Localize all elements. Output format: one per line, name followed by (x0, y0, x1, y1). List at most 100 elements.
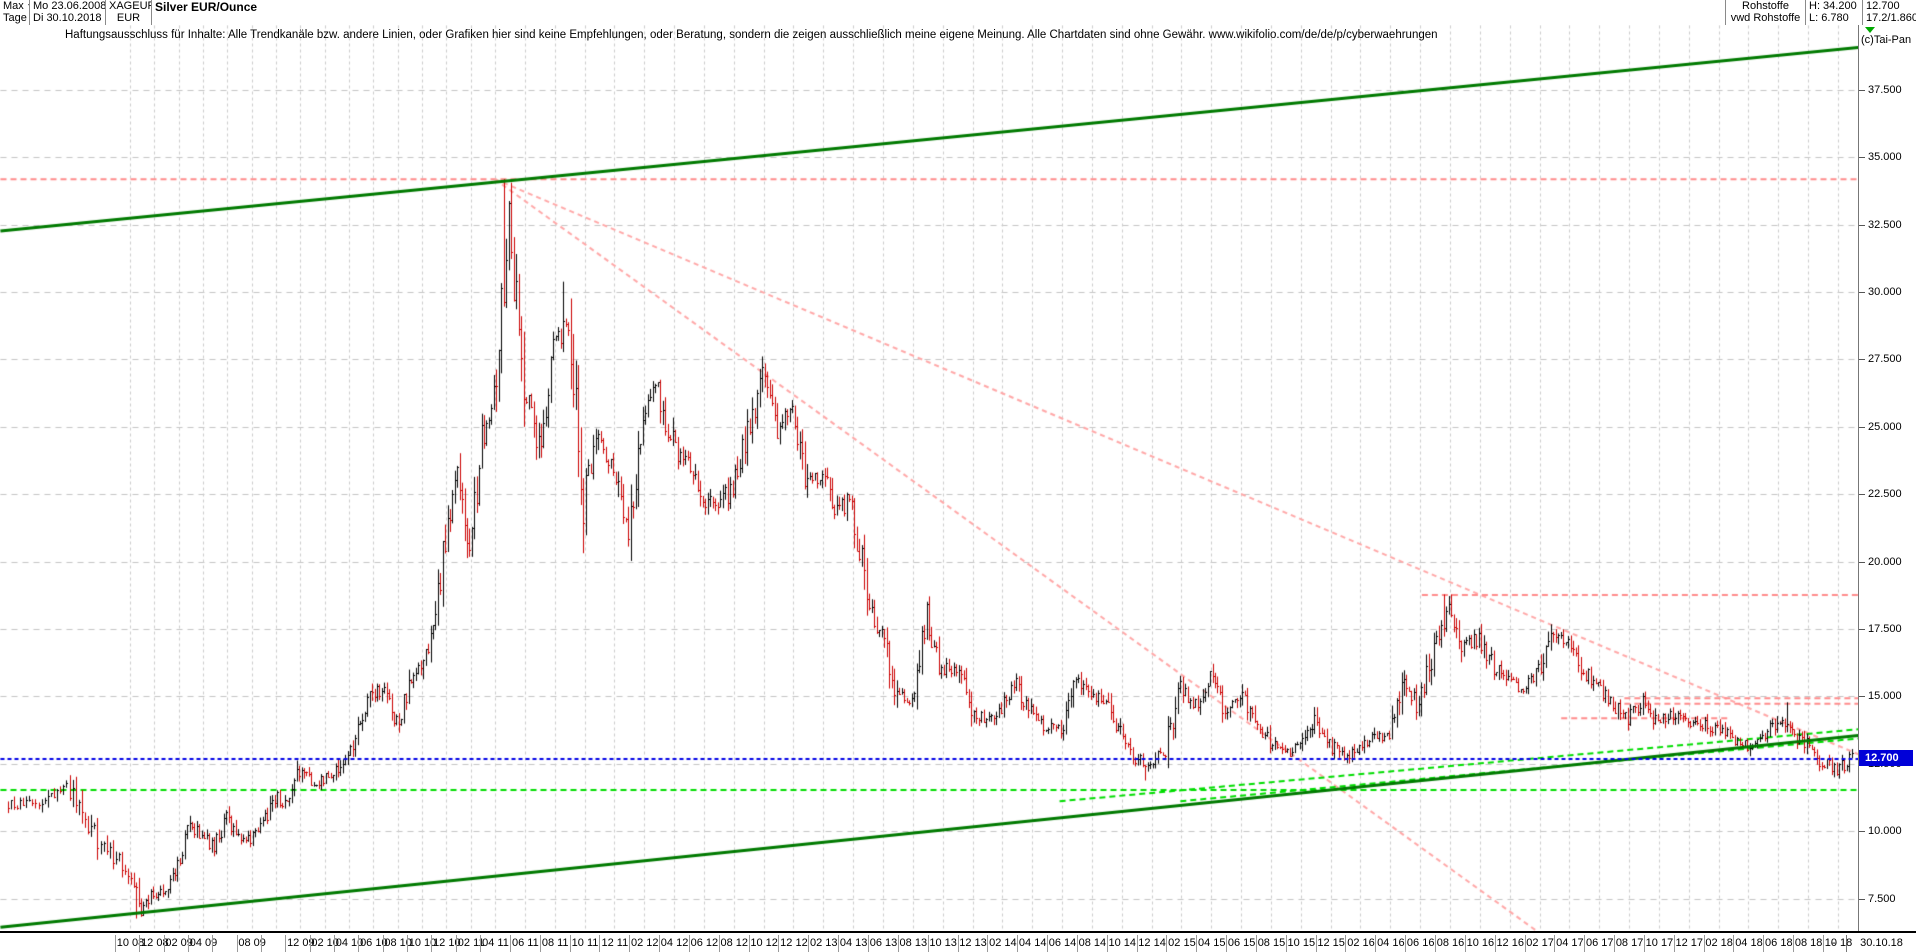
date-axis-label: 08 13 (897, 935, 928, 952)
price-axis-tick (1859, 90, 1865, 91)
date-axis-label: 08 17 (1614, 935, 1644, 952)
price-axis-tick (1859, 157, 1865, 158)
date-axis-label: 12 12 (778, 935, 808, 952)
date-axis: - 30.10.18 10 08 12 08 02 09 04 09 08 09 12 0… (0, 931, 1916, 952)
axis-end-dash: - (1832, 937, 1836, 949)
date-axis-label: 12 13 (957, 935, 988, 952)
price-chart-canvas[interactable] (0, 25, 1858, 931)
price-axis-label: 27.500 (1868, 353, 1902, 366)
price-axis-tick (1859, 899, 1865, 900)
date-axis-label: 06 14 (1047, 935, 1077, 952)
date-axis-label: 06 16 (1405, 935, 1435, 952)
price-axis-label: 37.500 (1868, 83, 1902, 96)
price-axis-tick (1859, 696, 1865, 697)
date-axis-label: 10 16 (1464, 935, 1495, 952)
price-axis-tick (1859, 427, 1865, 428)
date-axis-label (261, 935, 291, 952)
change-value: 17.2/1.860 (1863, 12, 1916, 25)
date-axis-label: 04 16 (1375, 935, 1405, 952)
date-axis-label: 10 13 (927, 935, 958, 952)
price-axis: (c)Tai-Pan 12.700 37.500 35.000 32.500 30.0… (1858, 25, 1916, 931)
price-axis-tick (1859, 494, 1865, 495)
date-axis-label: 08 09 (236, 935, 267, 952)
date-axis-label: 02 09 (163, 935, 194, 952)
price-axis-tick (1859, 562, 1865, 563)
axis-end-date: 30.10.18 (1846, 935, 1916, 952)
price-axis-label: 20.000 (1868, 555, 1902, 568)
range-dropdown-label: Max (3, 0, 24, 12)
period-dropdown[interactable]: Tage▼ (0, 12, 30, 25)
low-value: L: 6.780 (1806, 12, 1863, 25)
disclaimer-text: Haftungsausschluss für Inhalte: Alle Tre… (65, 29, 1438, 41)
date-axis-label: 02 18 (1703, 935, 1734, 952)
date-axis-label: 08 14 (1076, 935, 1107, 952)
price-axis-tick (1859, 629, 1865, 630)
date-axis-label: 02 14 (987, 935, 1017, 952)
price-axis-label: 25.000 (1868, 420, 1902, 433)
chart-title: Silver EUR/Ounce (152, 0, 1726, 25)
date-axis-label: 10 12 (748, 935, 779, 952)
price-axis-tick (1859, 831, 1865, 832)
price-axis-tick (1859, 225, 1865, 226)
date-axis-label: 10 15 (1285, 935, 1316, 952)
date-axis-label: 12 08 (139, 935, 169, 952)
price-axis-label: 30.000 (1868, 285, 1902, 298)
date-axis-label: 12 10 (431, 935, 461, 952)
feed-label: vwd Rohstoffe (1726, 12, 1806, 25)
copyright-label: (c)Tai-Pan (1861, 34, 1912, 46)
date-axis-label: 06 12 (688, 935, 719, 952)
last-price-marker: 12.700 (1859, 750, 1913, 767)
date-axis-label: 02 17 (1524, 935, 1555, 952)
price-axis-tick (1859, 292, 1865, 293)
price-axis-label: 10.000 (1868, 825, 1902, 838)
date-axis-label: 06 11 (509, 935, 540, 952)
date-axis-label: 06 10 (358, 935, 388, 952)
last-price-value: 12.700 (1863, 0, 1916, 13)
date-axis-label: 08 12 (718, 935, 749, 952)
date-axis-label: 12 17 (1673, 935, 1704, 952)
date-axis-label: 04 12 (659, 935, 689, 952)
price-axis-label: 15.000 (1868, 690, 1902, 703)
chevron-down-icon: ▼ (27, 3, 29, 10)
date-axis-label: 02 16 (1345, 935, 1375, 952)
date-axis-label: 02 12 (629, 935, 659, 952)
date-axis-label: 06 15 (1226, 935, 1256, 952)
date-axis-label: 10 14 (1106, 935, 1137, 952)
price-axis-label: 7.500 (1868, 892, 1896, 905)
price-axis-label: 35.000 (1868, 151, 1902, 164)
date-axis-label: 02 15 (1166, 935, 1196, 952)
price-axis-label: 22.500 (1868, 488, 1902, 501)
date-axis-label: 12 16 (1494, 935, 1525, 952)
trend-down-triangle-icon (1865, 27, 1875, 33)
date-to-field[interactable]: Di 30.10.2018 (30, 12, 106, 25)
currency-label: EUR (106, 12, 152, 25)
date-axis-label: 10 17 (1643, 935, 1674, 952)
date-axis-label: 06 13 (867, 935, 898, 952)
date-axis-label: 12 09 (285, 935, 315, 952)
date-axis-label: 04 17 (1554, 935, 1584, 952)
date-axis-label: 04 15 (1196, 935, 1226, 952)
date-axis-label: 04 11 (480, 935, 510, 952)
date-axis-label: 06 18 (1763, 935, 1793, 952)
date-axis-label: 10 18 (1823, 935, 1853, 952)
price-axis-label: 17.500 (1868, 623, 1902, 635)
date-axis-label: 10 10 (407, 935, 437, 952)
date-axis-label: 02 11 (455, 935, 486, 952)
date-axis-label: 08 11 (539, 935, 570, 952)
date-axis-label: 04 14 (1017, 935, 1047, 952)
date-axis-label: 10 08 (115, 935, 145, 952)
period-dropdown-label: Tage (3, 12, 27, 24)
date-axis-label: 02 13 (808, 935, 838, 952)
date-axis-label: 12 15 (1315, 935, 1346, 952)
date-axis-label (212, 935, 242, 952)
date-axis-label: 10 11 (569, 935, 600, 952)
date-axis-label: 04 18 (1733, 935, 1763, 952)
date-axis-label: 12 14 (1136, 935, 1167, 952)
date-axis-label: 04 10 (334, 935, 364, 952)
date-axis-label: 04 09 (188, 935, 218, 952)
date-axis-label: 08 18 (1793, 935, 1823, 952)
symbol-label: XAGEUR (106, 0, 152, 13)
date-axis-label: 08 15 (1255, 935, 1286, 952)
date-axis-label: 04 13 (838, 935, 868, 952)
